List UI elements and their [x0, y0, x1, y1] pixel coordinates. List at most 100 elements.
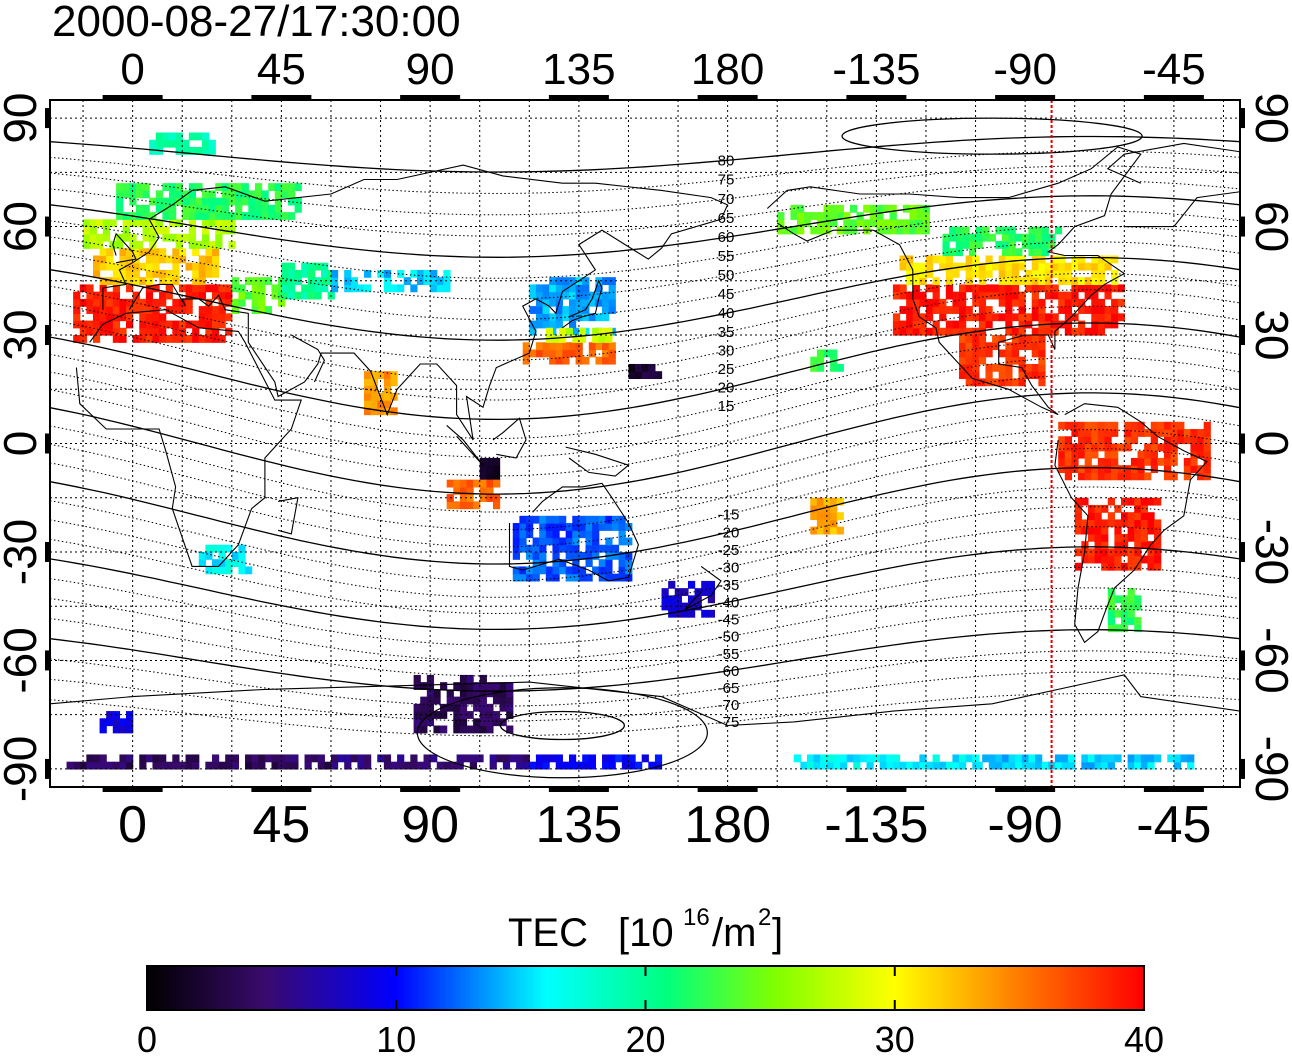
tec-cell: [99, 313, 107, 322]
tec-cell: [1031, 306, 1039, 314]
tec-cell: [175, 197, 183, 206]
tec-cell: [608, 284, 616, 293]
tec-cell: [578, 335, 587, 343]
tec-cell: [330, 754, 339, 763]
tec-cell: [1084, 450, 1092, 459]
tec-cell: [139, 335, 147, 343]
tec-cell: [453, 725, 461, 734]
tec-cell: [357, 754, 365, 763]
tec-cell: [446, 479, 454, 488]
bottom-tick-bar: [400, 787, 461, 792]
tec-cell: [479, 494, 487, 502]
tec-cell: [202, 226, 210, 235]
bottom-lon-label: -135: [824, 796, 928, 854]
coastline: [492, 417, 527, 459]
tec-cell: [1101, 555, 1109, 564]
tec-cell: [856, 219, 864, 228]
tec-cell: [992, 335, 1000, 343]
tec-cell: [1078, 320, 1086, 329]
tec-cell: [195, 212, 203, 220]
colorbar-units-suffix: ]: [772, 911, 783, 955]
tec-cell: [1104, 429, 1112, 437]
tec-cell: [135, 241, 144, 249]
tec-cell: [545, 566, 554, 575]
tec-cell: [863, 204, 871, 213]
mag-contour: [50, 448, 1240, 548]
mag-contour: [50, 650, 1240, 707]
tec-cell: [172, 255, 180, 264]
tec-region: [116, 183, 302, 220]
tec-cell: [618, 573, 626, 582]
contour-label: -30: [718, 559, 740, 576]
tec-cell: [542, 320, 550, 329]
tec-cell: [595, 356, 603, 365]
tec-cell: [975, 241, 983, 249]
tec-cell: [1054, 761, 1063, 770]
tec-cell: [1117, 465, 1125, 474]
tec-cell: [357, 284, 365, 293]
tec-cell: [479, 479, 487, 488]
tec-cell: [1031, 327, 1039, 336]
tec-cell: [1140, 533, 1149, 542]
tec-cell: [1097, 327, 1106, 336]
tec-cell: [1038, 327, 1046, 336]
tec-cell: [810, 356, 818, 365]
tec-cell: [559, 566, 567, 575]
tec-cell: [466, 479, 474, 488]
tec-cell: [149, 139, 157, 148]
tec-cell: [1002, 241, 1010, 249]
tec-cell: [413, 674, 421, 683]
tec-cell: [939, 306, 947, 314]
tec-cell: [106, 248, 114, 257]
tec-cell: [1127, 526, 1135, 535]
tec-cell: [238, 551, 246, 560]
tec-cell: [397, 754, 405, 763]
tec-cell: [942, 233, 950, 242]
tec-cell: [912, 298, 920, 307]
tec-cell: [585, 573, 593, 582]
tec-cell: [588, 754, 597, 763]
tec-cell: [390, 371, 398, 380]
top-tick-bar: [102, 95, 163, 100]
tec-cell: [978, 269, 987, 278]
tec-cell: [572, 544, 580, 553]
tec-cell: [152, 298, 160, 307]
tec-cell: [261, 204, 269, 213]
tec-cell: [1015, 248, 1023, 257]
tec-cell: [552, 551, 560, 560]
tec-cell: [1203, 465, 1211, 474]
tec-cell: [106, 298, 114, 307]
tec-cell: [1107, 595, 1115, 604]
tec-cell: [1051, 255, 1059, 264]
left-lat-label: 30: [0, 309, 46, 360]
tec-cell: [1134, 761, 1142, 770]
tec-cell: [1031, 313, 1039, 322]
tec-cell: [1157, 421, 1165, 430]
tec-cell: [1104, 465, 1112, 474]
tec-cell: [945, 761, 954, 770]
tec-cell: [1074, 519, 1082, 528]
tec-cell: [820, 754, 828, 763]
tec-cell: [959, 754, 967, 763]
tec-cell: [899, 306, 907, 314]
tec-cell: [344, 269, 352, 278]
tec-cell: [1101, 519, 1109, 528]
tec-cell: [830, 497, 838, 506]
tec-cell: [149, 219, 157, 228]
tec-cell: [383, 392, 392, 401]
tec-cell: [211, 255, 220, 264]
tec-cell: [208, 212, 216, 220]
tec-cell: [681, 609, 689, 618]
tec-cell: [152, 284, 160, 293]
tec-cell: [344, 284, 352, 293]
tec-cell: [459, 711, 468, 719]
tec-cell: [1173, 761, 1182, 770]
tec-cell: [1144, 457, 1152, 466]
tec-cell: [598, 335, 606, 343]
tec-cell: [519, 523, 527, 531]
tec-cell: [820, 761, 828, 770]
tec-region: [529, 754, 663, 770]
tec-cell: [1038, 356, 1046, 365]
tec-cell: [453, 479, 461, 488]
tec-cell: [426, 703, 435, 712]
